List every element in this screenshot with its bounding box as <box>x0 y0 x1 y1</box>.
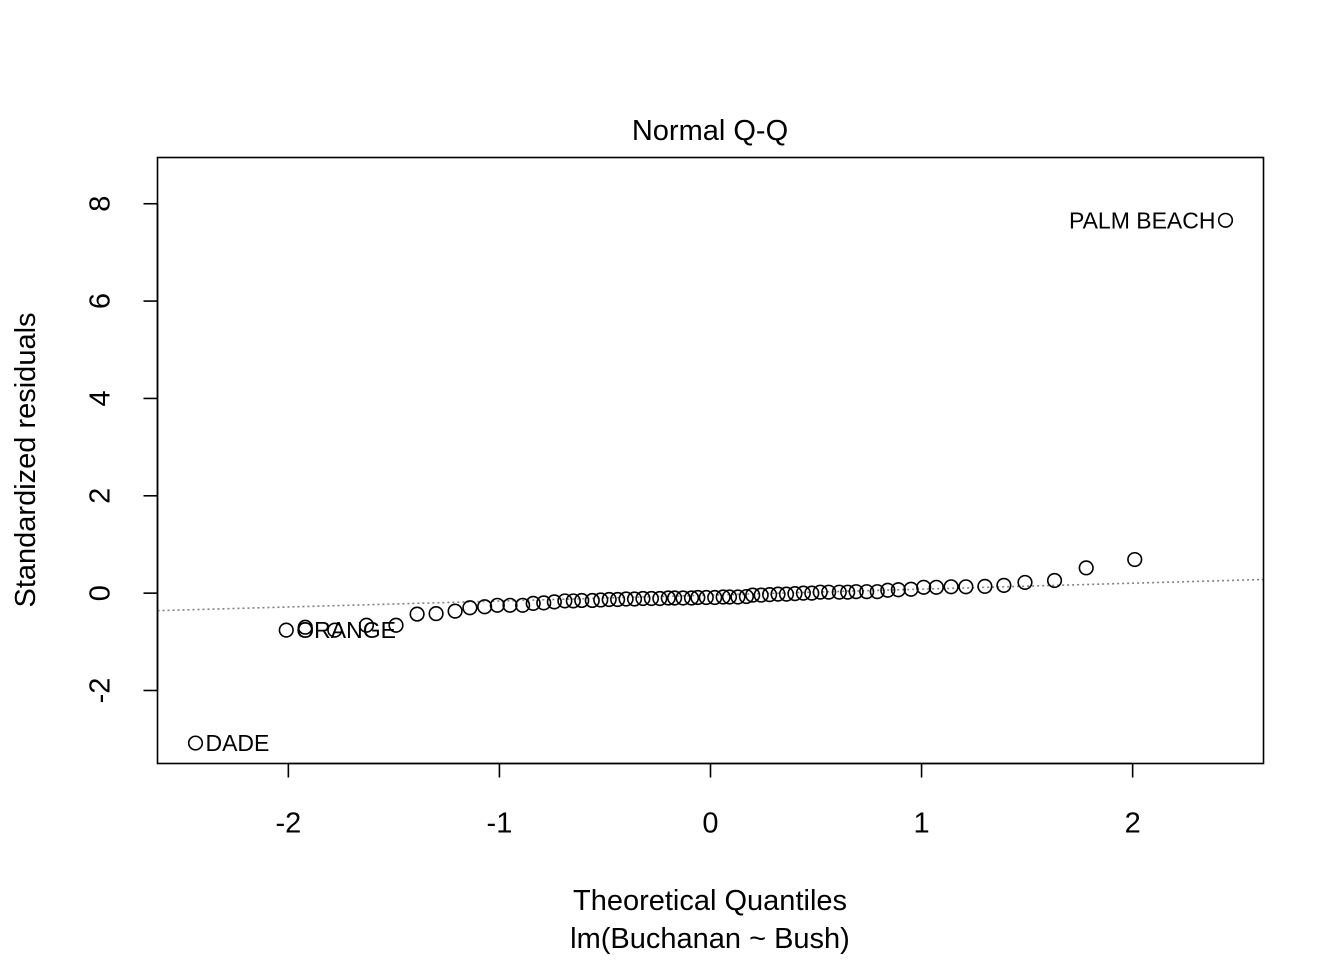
data-point <box>187 735 204 751</box>
data-point <box>447 603 463 619</box>
data-point <box>831 584 847 600</box>
data-point <box>698 589 714 606</box>
data-point <box>462 600 478 616</box>
data-point <box>667 590 683 606</box>
data-point <box>610 591 626 608</box>
x-tick-label: 2 <box>1125 808 1141 840</box>
data-point <box>778 586 795 602</box>
data-point <box>753 587 769 603</box>
chart-title: Normal Q-Q <box>632 115 788 147</box>
y-tick-label: 4 <box>85 390 117 406</box>
data-point <box>869 584 885 600</box>
data-point <box>1217 212 1234 228</box>
data-point <box>675 590 691 606</box>
y-tick-label: 6 <box>85 293 117 309</box>
y-axis: -2 0 2 4 6 8 <box>85 196 159 704</box>
data-point <box>635 590 651 607</box>
x-tick-label: 0 <box>702 808 718 840</box>
data-point <box>683 590 700 606</box>
data-point <box>903 581 919 597</box>
data-point <box>958 579 974 595</box>
x-axis-label: Theoretical Quantiles <box>573 885 847 917</box>
data-point <box>327 622 343 638</box>
data-point <box>1046 572 1063 589</box>
data-point <box>652 590 668 607</box>
data-point <box>574 592 590 609</box>
data-point <box>428 605 444 622</box>
data-point <box>409 606 425 622</box>
y-tick-label: 2 <box>85 488 117 504</box>
x-axis: -2 -1 0 1 2 <box>275 762 1141 840</box>
data-point <box>770 586 786 602</box>
data-point <box>1078 560 1094 576</box>
data-point <box>821 584 837 600</box>
point-label: DADE <box>205 730 269 756</box>
point-label: ORANGE <box>296 617 396 643</box>
data-point <box>804 585 820 601</box>
y-tick-label: 8 <box>85 196 117 212</box>
data-point <box>880 582 896 598</box>
x-axis-sublabel: lm(Buchanan ~ Bush) <box>570 923 850 955</box>
data-point <box>916 579 932 595</box>
data-point <box>643 590 660 607</box>
y-axis-label: Standardized residuals <box>10 312 42 607</box>
data-point <box>502 597 518 613</box>
data-point <box>626 591 643 607</box>
reference-line-layer <box>157 578 1264 612</box>
data-point <box>812 584 828 600</box>
data-point <box>601 591 617 608</box>
data-point <box>660 590 676 606</box>
data-point <box>928 579 944 595</box>
data-point <box>584 592 600 609</box>
qq-reference-line <box>157 578 1264 612</box>
plot-frame <box>156 156 1265 765</box>
data-point <box>525 595 541 611</box>
data-point <box>707 589 723 606</box>
data-point <box>388 617 404 633</box>
data-point <box>848 584 864 600</box>
data-point <box>1127 551 1143 568</box>
data-point <box>297 619 313 635</box>
x-tick-label: -2 <box>275 808 301 840</box>
data-point <box>565 593 581 609</box>
data-point <box>859 584 875 600</box>
data-point <box>795 585 811 601</box>
data-point <box>745 587 761 603</box>
data-point <box>715 589 731 605</box>
x-tick-label: -1 <box>487 808 513 840</box>
data-point <box>278 622 294 638</box>
data-point <box>536 595 552 611</box>
y-tick-label: -2 <box>85 678 117 704</box>
data-point <box>1017 574 1033 591</box>
point-label: PALM BEACH <box>1069 207 1216 233</box>
data-point <box>690 589 706 606</box>
data-point <box>943 579 959 595</box>
data-point <box>730 589 746 605</box>
data-point <box>489 597 505 613</box>
data-point <box>840 584 856 600</box>
points-layer <box>187 212 1234 751</box>
data-point <box>738 588 754 605</box>
data-point <box>618 591 634 607</box>
y-tick-label: 0 <box>85 585 117 601</box>
data-point <box>761 586 778 603</box>
data-point <box>721 589 738 605</box>
data-point <box>593 592 609 608</box>
data-point <box>977 578 993 594</box>
data-point <box>477 599 493 615</box>
data-point <box>515 597 531 613</box>
data-point <box>557 593 573 609</box>
data-point <box>996 577 1012 593</box>
data-point <box>787 586 803 602</box>
data-point <box>890 582 906 598</box>
data-point <box>546 594 562 610</box>
data-point <box>358 617 375 633</box>
point-labels-layer: DADE ORANGE PALM BEACH <box>205 207 1215 756</box>
x-tick-label: 1 <box>913 808 929 840</box>
